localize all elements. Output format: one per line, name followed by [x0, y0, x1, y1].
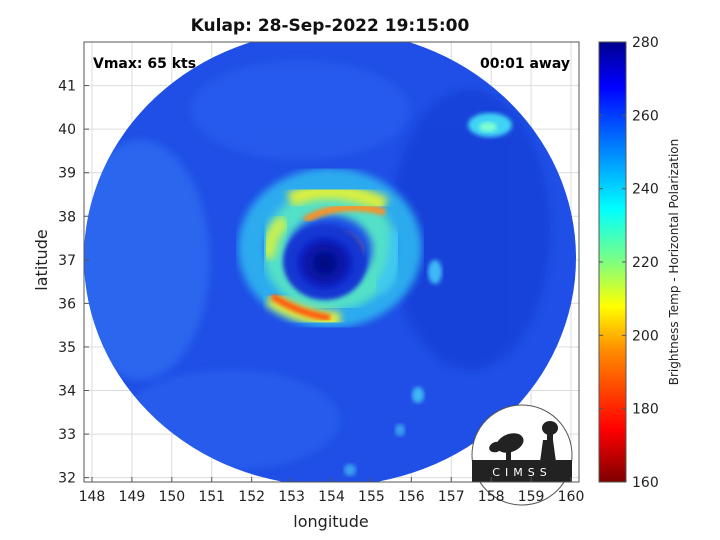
x-tick-label: 148 [79, 489, 106, 505]
x-tick-label: 157 [438, 489, 465, 505]
y-tick-label: 32 [58, 471, 76, 487]
y-tick-label: 37 [58, 253, 76, 269]
cimss-logo-text: CIMSS [492, 466, 551, 479]
x-tick-label: 155 [358, 489, 385, 505]
colorbar-label: Brightness Temp - Horizontal Polarizatio… [667, 139, 681, 386]
x-axis-label: longitude [293, 512, 368, 531]
colorbar: 160 180 200 220 240 260 280 Brightness Temp - … [598, 35, 681, 491]
colorbar-tick-label: 200 [632, 328, 659, 344]
y-axis-label: latitude [32, 229, 51, 290]
x-tick-label: 160 [558, 489, 585, 505]
y-axis-ticks: 32 33 34 35 36 37 38 39 40 41 [58, 79, 89, 487]
microwave-swath-image [84, 42, 576, 482]
y-tick-label: 38 [58, 209, 76, 225]
colorbar-ticks: 160 180 200 220 240 260 280 [599, 35, 659, 491]
chart-title: Kulap: 28-Sep-2022 19:15:00 [191, 16, 470, 36]
colorbar-tick-label: 280 [632, 35, 659, 51]
colorbar-tick-label: 260 [632, 108, 659, 124]
x-tick-label: 152 [238, 489, 265, 505]
y-tick-label: 35 [58, 340, 76, 356]
y-tick-label: 33 [58, 427, 76, 443]
x-tick-label: 159 [518, 489, 545, 505]
x-tick-label: 150 [158, 489, 185, 505]
colorbar-tick-label: 180 [632, 402, 659, 418]
y-tick-label: 40 [58, 122, 76, 138]
colorbar-tick-label: 240 [632, 182, 659, 198]
y-tick-label: 41 [58, 79, 76, 95]
x-tick-label: 151 [198, 489, 225, 505]
x-tick-label: 153 [278, 489, 305, 505]
cimss-logo: CIMSS [471, 404, 573, 506]
x-tick-label: 154 [318, 489, 345, 505]
colorbar-tick-label: 160 [632, 475, 659, 491]
colorbar-gradient [598, 41, 627, 483]
x-axis-ticks: 148 149 150 151 152 153 154 155 156 157 158 159 160 [79, 477, 585, 505]
colorbar-tick-label: 220 [632, 255, 659, 271]
x-tick-label: 149 [119, 489, 146, 505]
vmax-label: Vmax: 65 kts [93, 56, 196, 72]
x-tick-label: 158 [478, 489, 505, 505]
y-tick-label: 36 [58, 296, 76, 312]
time-away-label: 00:01 away [480, 56, 570, 72]
y-tick-label: 39 [58, 166, 76, 182]
x-tick-label: 156 [398, 489, 425, 505]
y-tick-label: 34 [58, 384, 76, 400]
